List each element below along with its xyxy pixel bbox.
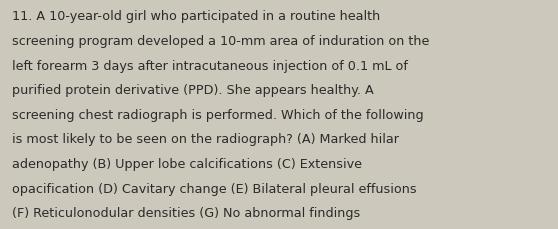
Text: left forearm 3 days after intracutaneous injection of 0.1 mL of: left forearm 3 days after intracutaneous… <box>12 59 408 72</box>
Text: screening chest radiograph is performed. Which of the following: screening chest radiograph is performed.… <box>12 108 424 121</box>
Text: screening program developed a 10-mm area of induration on the: screening program developed a 10-mm area… <box>12 35 430 48</box>
Text: purified protein derivative (PPD). She appears healthy. A: purified protein derivative (PPD). She a… <box>12 84 374 97</box>
Text: 11. A 10-year-old girl who participated in a routine health: 11. A 10-year-old girl who participated … <box>12 10 381 23</box>
Text: opacification (D) Cavitary change (E) Bilateral pleural effusions: opacification (D) Cavitary change (E) Bi… <box>12 182 417 195</box>
Text: adenopathy (B) Upper lobe calcifications (C) Extensive: adenopathy (B) Upper lobe calcifications… <box>12 157 362 170</box>
Text: (F) Reticulonodular densities (G) No abnormal findings: (F) Reticulonodular densities (G) No abn… <box>12 206 360 219</box>
Text: is most likely to be seen on the radiograph? (A) Marked hilar: is most likely to be seen on the radiogr… <box>12 133 400 146</box>
